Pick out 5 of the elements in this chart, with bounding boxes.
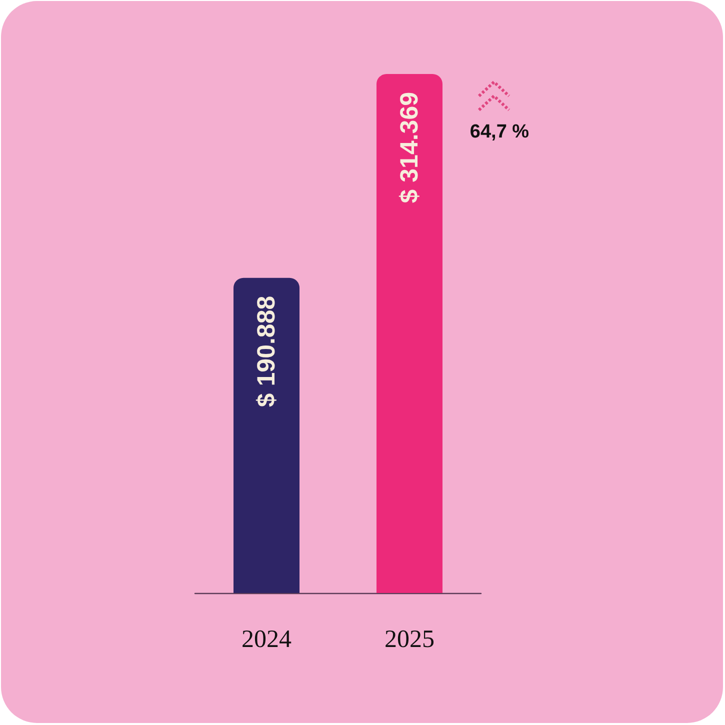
data-label: $ 314.369 [396,92,424,204]
x-tick-label: 2025 [384,626,434,653]
data-label: $ 190.888 [252,296,280,408]
annotation: 64,7 % [470,122,530,142]
x-tick-label: 2024 [242,626,292,653]
